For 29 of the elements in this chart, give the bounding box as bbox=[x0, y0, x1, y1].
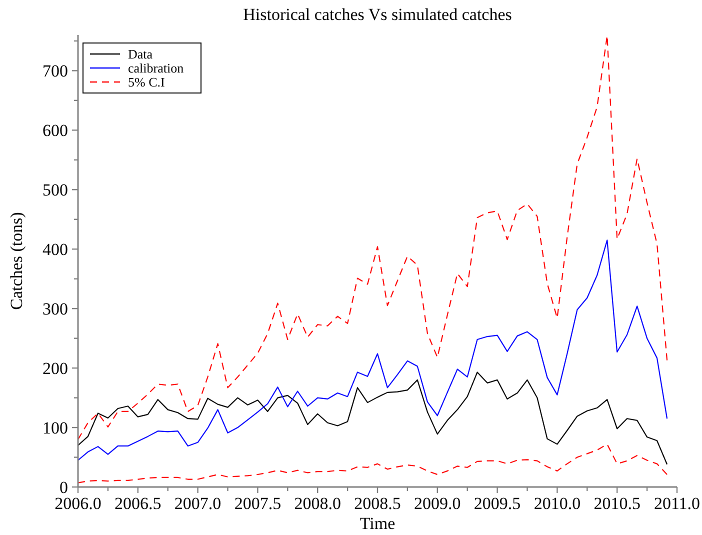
x-axis-title: Time bbox=[360, 514, 396, 533]
x-tick-label: 2006.5 bbox=[114, 494, 162, 513]
x-tick-label: 2007.0 bbox=[174, 494, 222, 513]
y-tick-label: 600 bbox=[42, 121, 68, 140]
line-series bbox=[77, 444, 668, 484]
x-tick-label: 2006.0 bbox=[54, 494, 102, 513]
x-tick-label: 2008.0 bbox=[294, 494, 341, 513]
line-series bbox=[77, 372, 668, 465]
line-series bbox=[77, 240, 668, 461]
x-tick-label: 2011.0 bbox=[654, 494, 700, 513]
chart-title: Historical catches Vs simulated catches bbox=[243, 5, 512, 24]
y-tick-label: 400 bbox=[42, 240, 68, 260]
legend-label: 5% C.I bbox=[128, 74, 165, 90]
x-tick-label: 2009.0 bbox=[414, 494, 461, 513]
x-tick-label: 2008.5 bbox=[354, 494, 401, 513]
line-series bbox=[77, 35, 668, 440]
y-axis-title: Catches (tons) bbox=[7, 212, 26, 310]
y-tick-label: 300 bbox=[42, 300, 68, 319]
x-tick-label: 2007.5 bbox=[234, 494, 282, 513]
x-tick-label: 2010.0 bbox=[534, 494, 581, 513]
legend-label: Data bbox=[128, 46, 153, 62]
y-tick-label: 700 bbox=[42, 62, 68, 81]
y-tick-label: 0 bbox=[60, 478, 68, 497]
y-tick-label: 100 bbox=[42, 418, 68, 438]
y-tick-label: 200 bbox=[42, 359, 68, 378]
x-tick-label: 2010.5 bbox=[594, 494, 640, 513]
x-tick-label: 2009.5 bbox=[474, 494, 521, 513]
legend-label: calibration bbox=[128, 60, 184, 76]
y-tick-label: 500 bbox=[42, 180, 68, 200]
